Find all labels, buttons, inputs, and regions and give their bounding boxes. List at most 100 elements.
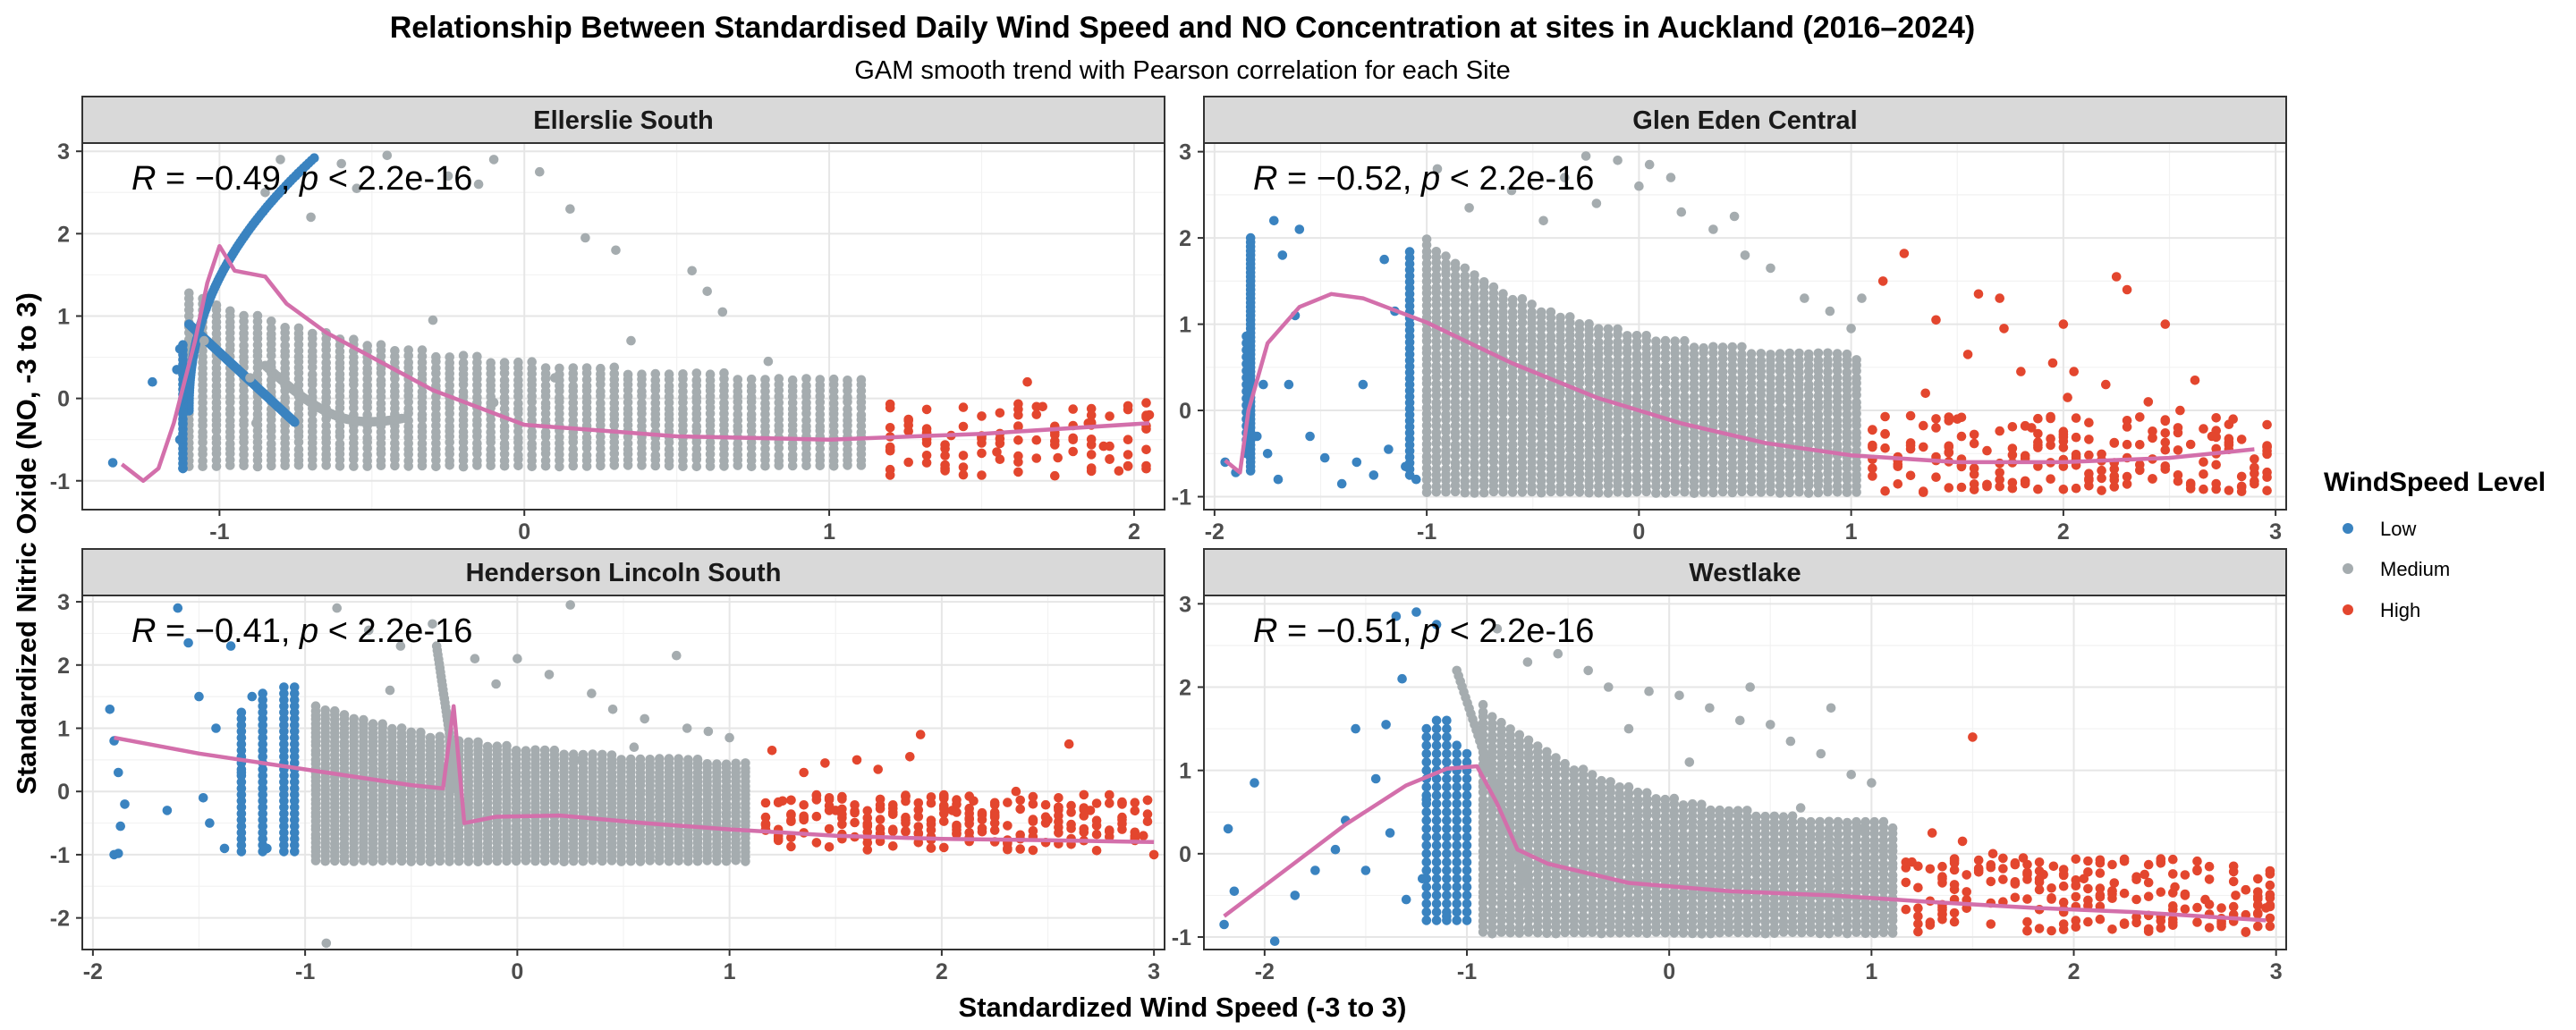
- point-high: [1086, 403, 1097, 414]
- point-medium: [1565, 361, 1575, 371]
- point-high: [921, 404, 932, 415]
- point-high: [2046, 474, 2055, 484]
- point-medium: [1421, 367, 1432, 376]
- point-high: [958, 469, 969, 480]
- point-medium: [609, 362, 620, 373]
- point-medium: [1852, 427, 1861, 438]
- point-medium: [521, 746, 531, 756]
- point-medium: [306, 212, 316, 223]
- point-medium: [1460, 457, 1470, 467]
- point-medium: [1421, 234, 1432, 244]
- point-high: [831, 806, 841, 815]
- point-medium: [580, 232, 590, 243]
- point-medium: [1670, 379, 1680, 390]
- point-medium: [1699, 397, 1708, 408]
- point-high: [1068, 404, 1078, 414]
- point-medium: [576, 755, 586, 765]
- point-high: [2160, 437, 2171, 448]
- point-high: [799, 800, 809, 810]
- point-high: [1066, 823, 1076, 833]
- point-medium: [1631, 427, 1642, 438]
- point-high: [811, 838, 822, 848]
- point-medium: [650, 392, 661, 402]
- point-medium: [527, 450, 537, 460]
- facet-strip: [81, 548, 1165, 596]
- point-medium: [1431, 464, 1442, 474]
- point-medium: [1565, 325, 1575, 334]
- correlation-label: R = −0.52, p < 2.2e-16: [1253, 160, 1594, 198]
- point-medium: [1507, 463, 1518, 474]
- point-medium: [1450, 337, 1461, 348]
- point-medium: [1450, 307, 1461, 317]
- point-medium: [431, 409, 441, 420]
- point-medium: [395, 641, 406, 651]
- point-high: [2262, 485, 2272, 495]
- point-medium: [1717, 458, 1728, 468]
- point-medium: [691, 368, 702, 378]
- point-medium: [746, 374, 757, 384]
- point-medium: [1507, 307, 1518, 317]
- point-high: [1995, 475, 2004, 485]
- x-tick-label: 1: [724, 959, 736, 984]
- point-high: [1015, 844, 1025, 854]
- point-high: [2071, 413, 2081, 423]
- point-low: [173, 603, 183, 613]
- point-medium: [463, 737, 474, 747]
- point-low: [1404, 247, 1415, 257]
- point-medium: [1594, 481, 1604, 492]
- point-medium: [1517, 342, 1528, 353]
- point-medium: [724, 732, 734, 743]
- point-medium: [403, 345, 414, 355]
- point-medium: [596, 450, 606, 460]
- point-medium: [445, 443, 455, 454]
- point-medium: [1450, 384, 1461, 394]
- point-medium: [1470, 476, 1479, 486]
- point-medium: [472, 438, 482, 449]
- point-medium: [486, 376, 496, 385]
- point-medium: [1527, 398, 1537, 408]
- point-high: [767, 746, 777, 756]
- point-medium: [1641, 439, 1651, 450]
- point-medium: [1641, 342, 1651, 353]
- point-medium: [535, 166, 545, 177]
- point-high: [1142, 795, 1153, 806]
- point-medium: [1676, 207, 1687, 217]
- x-axis-title: Standardized Wind Speed (-3 to 3): [959, 992, 1407, 1023]
- point-high: [1982, 479, 1992, 490]
- y-tick-label: 3: [1179, 140, 1191, 165]
- point-medium: [1431, 349, 1442, 359]
- point-medium: [1507, 378, 1518, 389]
- point-high: [811, 811, 822, 822]
- point-high: [1141, 424, 1151, 435]
- point-medium: [377, 719, 388, 729]
- point-medium: [1775, 391, 1785, 401]
- point-medium: [335, 439, 345, 449]
- point-medium: [540, 427, 551, 437]
- point-medium: [597, 749, 607, 760]
- point-high: [1086, 450, 1097, 460]
- point-medium: [239, 426, 249, 437]
- point-high: [2027, 423, 2037, 433]
- point-medium: [1660, 348, 1671, 359]
- point-high: [939, 816, 949, 826]
- point-high: [977, 411, 987, 421]
- point-medium: [1623, 416, 1632, 426]
- point-medium: [1498, 331, 1508, 342]
- point-medium: [637, 398, 647, 409]
- point-medium: [1565, 452, 1575, 462]
- x-tick-label: 2: [936, 959, 948, 984]
- point-medium: [581, 375, 592, 384]
- point-high: [862, 845, 873, 855]
- point-high: [1880, 443, 1890, 453]
- y-axis-title: Standardized Nitric Oxide (NO, -3 to 3): [11, 292, 42, 795]
- point-medium: [629, 742, 640, 752]
- point-medium: [645, 755, 655, 764]
- scatter-points: [1220, 151, 2272, 498]
- point-medium: [1775, 374, 1785, 384]
- point-medium: [530, 745, 540, 756]
- point-high: [1899, 249, 1910, 258]
- point-medium: [1591, 198, 1602, 208]
- point-medium: [1651, 440, 1661, 450]
- point-low: [1336, 478, 1347, 489]
- point-medium: [1507, 416, 1518, 426]
